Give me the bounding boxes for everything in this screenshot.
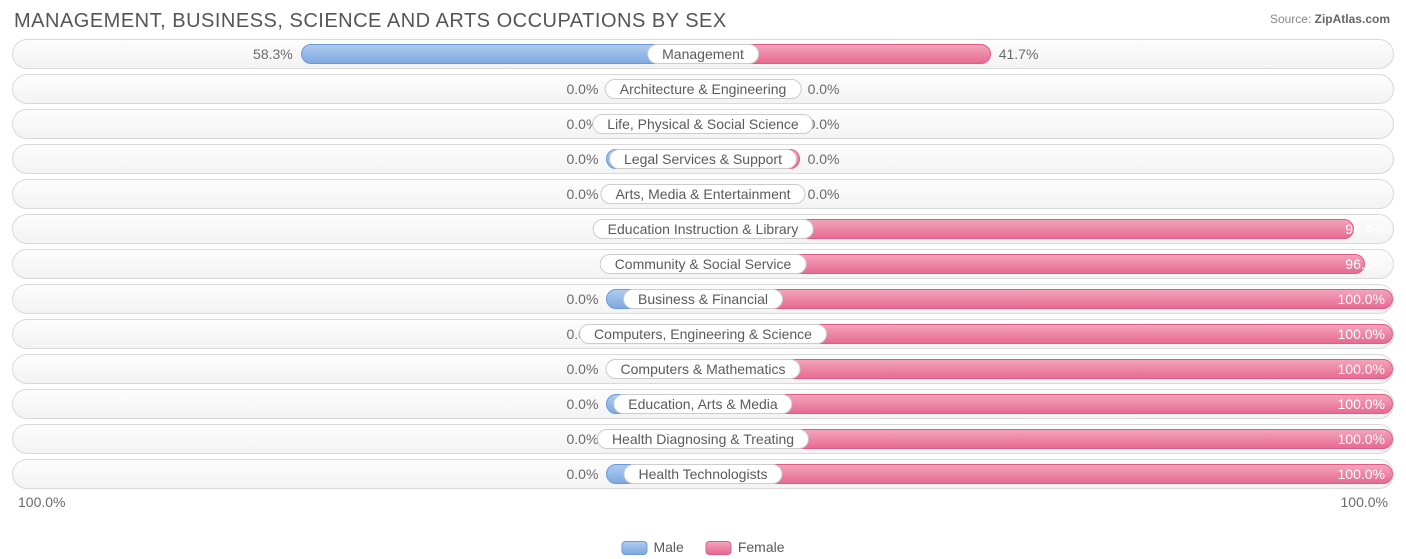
table-row: 0.0% 0.0% Legal Services & Support xyxy=(12,144,1394,174)
female-pct-label: 100.0% xyxy=(1338,425,1385,453)
table-row: 0.0%0.0%Life, Physical & Social Science xyxy=(12,109,1394,139)
category-label: Business & Financial xyxy=(623,289,783,309)
table-row: 0.0%100.0%Computers, Engineering & Scien… xyxy=(12,319,1394,349)
male-pct-label: 0.0% xyxy=(566,390,598,418)
chart-title: MANAGEMENT, BUSINESS, SCIENCE AND ARTS O… xyxy=(14,10,1394,33)
category-label: Architecture & Engineering xyxy=(605,79,802,99)
male-pct-label: 0.0% xyxy=(566,180,598,208)
table-row: 5.6%94.4%Education Instruction & Library xyxy=(12,214,1394,244)
chart-rows: 58.3% 41.7% Management 0.0% 0.0% Architecture… xyxy=(12,39,1394,489)
female-pct-label: 94.4% xyxy=(1345,215,1385,243)
male-bar xyxy=(301,44,703,64)
female-pct-label: 41.7% xyxy=(999,40,1039,68)
female-pct-label: 0.0% xyxy=(808,75,840,103)
source-prefix: Source: xyxy=(1270,12,1315,26)
female-pct-label: 0.0% xyxy=(808,180,840,208)
male-pct-label: 58.3% xyxy=(253,40,293,68)
female-pct-label: 100.0% xyxy=(1338,355,1385,383)
table-row: 0.0% 0.0% Architecture & Engineering xyxy=(12,74,1394,104)
category-label: Computers, Engineering & Science xyxy=(579,324,827,344)
male-pct-label: 0.0% xyxy=(566,355,598,383)
male-pct-label: 0.0% xyxy=(566,285,598,313)
male-swatch-icon xyxy=(621,541,647,555)
legend-male-label: Male xyxy=(653,539,683,555)
female-swatch-icon xyxy=(706,541,732,555)
category-label: Health Technologists xyxy=(624,464,783,484)
category-label: Community & Social Service xyxy=(600,254,807,274)
table-row: 0.0% 100.0% Computers & Mathematics xyxy=(12,354,1394,384)
female-bar xyxy=(703,464,1393,484)
male-pct-label: 0.0% xyxy=(566,75,598,103)
female-pct-label: 0.0% xyxy=(808,145,840,173)
table-row: 0.0% 100.0% Business & Financial xyxy=(12,284,1394,314)
table-row: 0.0% 100.0% Health Diagnosing & Treating xyxy=(12,424,1394,454)
female-pct-label: 100.0% xyxy=(1338,320,1385,348)
source-name: ZipAtlas.com xyxy=(1315,12,1390,26)
legend-female-label: Female xyxy=(738,539,785,555)
axis-left-label: 100.0% xyxy=(18,494,65,510)
category-label: Legal Services & Support xyxy=(609,149,797,169)
female-pct-label: 100.0% xyxy=(1338,285,1385,313)
male-pct-label: 0.0% xyxy=(566,460,598,488)
female-pct-label: 100.0% xyxy=(1338,460,1385,488)
axis-right-label: 100.0% xyxy=(1341,494,1388,510)
legend-female: Female xyxy=(706,539,785,555)
category-label: Management xyxy=(647,44,759,64)
female-bar xyxy=(703,394,1393,414)
x-axis: 100.0% 100.0% xyxy=(12,494,1394,514)
female-bar xyxy=(703,289,1393,309)
category-label: Arts, Media & Entertainment xyxy=(600,184,805,204)
table-row: 0.0% 0.0%Arts, Media & Entertainment xyxy=(12,179,1394,209)
male-pct-label: 0.0% xyxy=(566,425,598,453)
legend-male: Male xyxy=(621,539,683,555)
table-row: 4.0%96.0%Community & Social Service xyxy=(12,249,1394,279)
category-label: Health Diagnosing & Treating xyxy=(597,429,809,449)
female-pct-label: 100.0% xyxy=(1338,390,1385,418)
source-attrib: Source: ZipAtlas.com xyxy=(1270,12,1390,26)
diverging-bar-chart: MANAGEMENT, BUSINESS, SCIENCE AND ARTS O… xyxy=(0,0,1406,559)
category-label: Life, Physical & Social Science xyxy=(592,114,813,134)
legend: Male Female xyxy=(621,539,784,555)
male-pct-label: 0.0% xyxy=(566,145,598,173)
table-row: 0.0% 100.0% Education, Arts & Media xyxy=(12,389,1394,419)
category-label: Education, Arts & Media xyxy=(613,394,792,414)
female-bar xyxy=(703,359,1393,379)
table-row: 58.3% 41.7% Management xyxy=(12,39,1394,69)
category-label: Education Instruction & Library xyxy=(593,219,814,239)
female-pct-label: 96.0% xyxy=(1345,250,1385,278)
table-row: 0.0% 100.0% Health Technologists xyxy=(12,459,1394,489)
category-label: Computers & Mathematics xyxy=(606,359,801,379)
